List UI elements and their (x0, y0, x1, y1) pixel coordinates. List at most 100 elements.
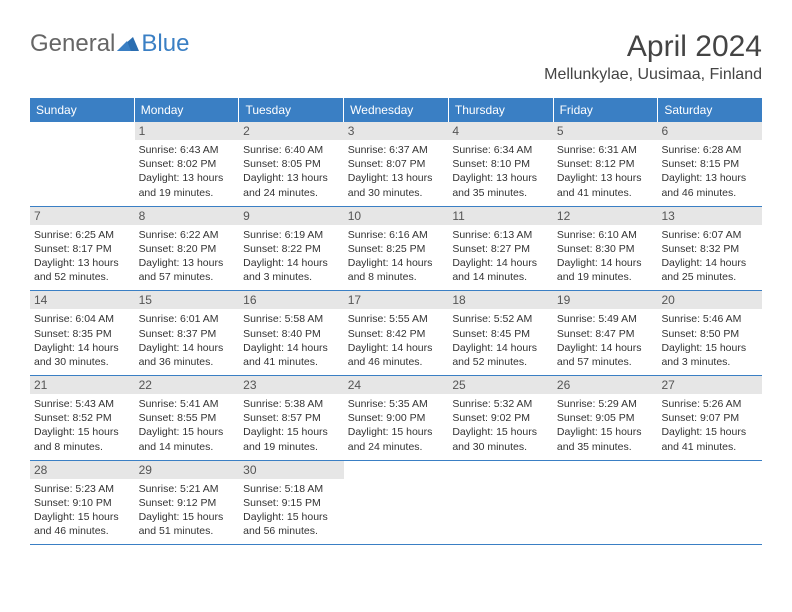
day-info: Sunrise: 6:07 AMSunset: 8:32 PMDaylight:… (661, 228, 758, 285)
day-cell: 13 Sunrise: 6:07 AMSunset: 8:32 PMDayligh… (657, 207, 762, 291)
day-info: Sunrise: 6:04 AMSunset: 8:35 PMDaylight:… (34, 312, 131, 369)
sunset-text: Sunset: 9:02 PM (452, 411, 549, 425)
day-cell: 12Sunrise: 6:10 AMSunset: 8:30 PMDayligh… (553, 207, 658, 291)
week-row: 7Sunrise: 6:25 AMSunset: 8:17 PMDaylight… (30, 207, 762, 292)
week-row: 1Sunrise: 6:43 AMSunset: 8:02 PMDaylight… (30, 122, 762, 207)
sunset-text: Sunset: 9:00 PM (348, 411, 445, 425)
sunrise-text: Sunrise: 6:25 AM (34, 228, 131, 242)
day-info: Sunrise: 6:22 AMSunset: 8:20 PMDaylight:… (139, 228, 236, 285)
day-info: Sunrise: 5:46 AMSunset: 8:50 PMDaylight:… (661, 312, 758, 369)
daylight-text: Daylight: 13 hours and 46 minutes. (661, 171, 758, 199)
sunrise-text: Sunrise: 5:21 AM (139, 482, 236, 496)
day-number: 24 (344, 376, 449, 394)
daylight-text: Daylight: 14 hours and 25 minutes. (661, 256, 758, 284)
daylight-text: Daylight: 13 hours and 41 minutes. (557, 171, 654, 199)
week-row: 21Sunrise: 5:43 AMSunset: 8:52 PMDayligh… (30, 376, 762, 461)
day-info: Sunrise: 6:19 AMSunset: 8:22 PMDaylight:… (243, 228, 340, 285)
sunrise-text: Sunrise: 5:32 AM (452, 397, 549, 411)
day-info: Sunrise: 5:21 AMSunset: 9:12 PMDaylight:… (139, 482, 236, 539)
day-info: Sunrise: 6:25 AMSunset: 8:17 PMDaylight:… (34, 228, 131, 285)
day-info: Sunrise: 6:16 AMSunset: 8:25 PMDaylight:… (348, 228, 445, 285)
sunrise-text: Sunrise: 6:34 AM (452, 143, 549, 157)
week-row: 28Sunrise: 5:23 AMSunset: 9:10 PMDayligh… (30, 461, 762, 546)
day-cell: 8Sunrise: 6:22 AMSunset: 8:20 PMDaylight… (135, 207, 240, 291)
day-number: 10 (344, 207, 449, 225)
sunrise-text: Sunrise: 5:52 AM (452, 312, 549, 326)
day-cell: 24Sunrise: 5:35 AMSunset: 9:00 PMDayligh… (344, 376, 449, 460)
day-number: 3 (344, 122, 449, 140)
sunrise-text: Sunrise: 5:29 AM (557, 397, 654, 411)
sunset-text: Sunset: 8:25 PM (348, 242, 445, 256)
weekday-header: Sunday (30, 98, 135, 122)
day-number: 1 (135, 122, 240, 140)
day-number: 18 (448, 291, 553, 309)
sunset-text: Sunset: 8:05 PM (243, 157, 340, 171)
daylight-text: Daylight: 13 hours and 52 minutes. (34, 256, 131, 284)
sunset-text: Sunset: 8:57 PM (243, 411, 340, 425)
weekday-header: Tuesday (239, 98, 344, 122)
logo: General Blue (30, 30, 189, 58)
sunset-text: Sunset: 8:10 PM (452, 157, 549, 171)
day-info: Sunrise: 5:52 AMSunset: 8:45 PMDaylight:… (452, 312, 549, 369)
daylight-text: Daylight: 13 hours and 30 minutes. (348, 171, 445, 199)
day-cell (657, 461, 762, 545)
sunset-text: Sunset: 8:45 PM (452, 327, 549, 341)
weeks-container: 1Sunrise: 6:43 AMSunset: 8:02 PMDaylight… (30, 122, 762, 545)
day-info: Sunrise: 5:23 AMSunset: 9:10 PMDaylight:… (34, 482, 131, 539)
day-number: 30 (239, 461, 344, 479)
logo-text-general: General (30, 30, 115, 58)
day-cell: 28Sunrise: 5:23 AMSunset: 9:10 PMDayligh… (30, 461, 135, 545)
daylight-text: Daylight: 14 hours and 36 minutes. (139, 341, 236, 369)
sunset-text: Sunset: 8:32 PM (661, 242, 758, 256)
sunset-text: Sunset: 8:07 PM (348, 157, 445, 171)
logo-text-blue: Blue (141, 30, 189, 58)
day-info: Sunrise: 5:58 AMSunset: 8:40 PMDaylight:… (243, 312, 340, 369)
day-number: 16 (239, 291, 344, 309)
sunrise-text: Sunrise: 5:43 AM (34, 397, 131, 411)
day-cell: 10 Sunrise: 6:16 AMSunset: 8:25 PMDayligh… (344, 207, 449, 291)
day-number: 2 (239, 122, 344, 140)
daylight-text: Daylight: 14 hours and 46 minutes. (348, 341, 445, 369)
sunrise-text: Sunrise: 6:16 AM (348, 228, 445, 242)
sunrise-text: Sunrise: 6:43 AM (139, 143, 236, 157)
sunset-text: Sunset: 8:22 PM (243, 242, 340, 256)
sunrise-text: Sunrise: 5:49 AM (557, 312, 654, 326)
sunrise-text: Sunrise: 5:41 AM (139, 397, 236, 411)
sunset-text: Sunset: 8:35 PM (34, 327, 131, 341)
day-info: Sunrise: 5:49 AMSunset: 8:47 PMDaylight:… (557, 312, 654, 369)
day-info: Sunrise: 5:18 AMSunset: 9:15 PMDaylight:… (243, 482, 340, 539)
sunset-text: Sunset: 8:47 PM (557, 327, 654, 341)
header: General Blue April 2024 Mellunkylae, Uus… (30, 30, 762, 84)
calendar: Sunday Monday Tuesday Wednesday Thursday… (30, 98, 762, 545)
sunrise-text: Sunrise: 5:23 AM (34, 482, 131, 496)
sunset-text: Sunset: 8:52 PM (34, 411, 131, 425)
sunrise-text: Sunrise: 6:04 AM (34, 312, 131, 326)
day-cell: 1Sunrise: 6:43 AMSunset: 8:02 PMDaylight… (135, 122, 240, 206)
daylight-text: Daylight: 15 hours and 8 minutes. (34, 425, 131, 453)
day-cell: 2 Sunrise: 6:40 AMSunset: 8:05 PMDaylight… (239, 122, 344, 206)
sunrise-text: Sunrise: 5:26 AM (661, 397, 758, 411)
daylight-text: Daylight: 13 hours and 35 minutes. (452, 171, 549, 199)
sunrise-text: Sunrise: 5:18 AM (243, 482, 340, 496)
location-text: Mellunkylae, Uusimaa, Finland (544, 66, 762, 84)
day-cell: 30 Sunrise: 5:18 AMSunset: 9:15 PMDayligh… (239, 461, 344, 545)
day-number: 12 (553, 207, 658, 225)
page-title: April 2024 (544, 30, 762, 64)
day-number: 23 (239, 376, 344, 394)
sunset-text: Sunset: 8:17 PM (34, 242, 131, 256)
day-number: 25 (448, 376, 553, 394)
day-number: 13 (657, 207, 762, 225)
day-info: Sunrise: 5:41 AMSunset: 8:55 PMDaylight:… (139, 397, 236, 454)
day-info: Sunrise: 5:32 AMSunset: 9:02 PMDaylight:… (452, 397, 549, 454)
day-info: Sunrise: 6:28 AMSunset: 8:15 PMDaylight:… (661, 143, 758, 200)
daylight-text: Daylight: 14 hours and 57 minutes. (557, 341, 654, 369)
day-number: 27 (657, 376, 762, 394)
day-number: 5 (553, 122, 658, 140)
day-info: Sunrise: 5:55 AMSunset: 8:42 PMDaylight:… (348, 312, 445, 369)
sunrise-text: Sunrise: 5:35 AM (348, 397, 445, 411)
day-cell (448, 461, 553, 545)
day-cell (553, 461, 658, 545)
day-info: Sunrise: 6:40 AMSunset: 8:05 PMDaylight:… (243, 143, 340, 200)
sunset-text: Sunset: 9:05 PM (557, 411, 654, 425)
sunset-text: Sunset: 8:20 PM (139, 242, 236, 256)
